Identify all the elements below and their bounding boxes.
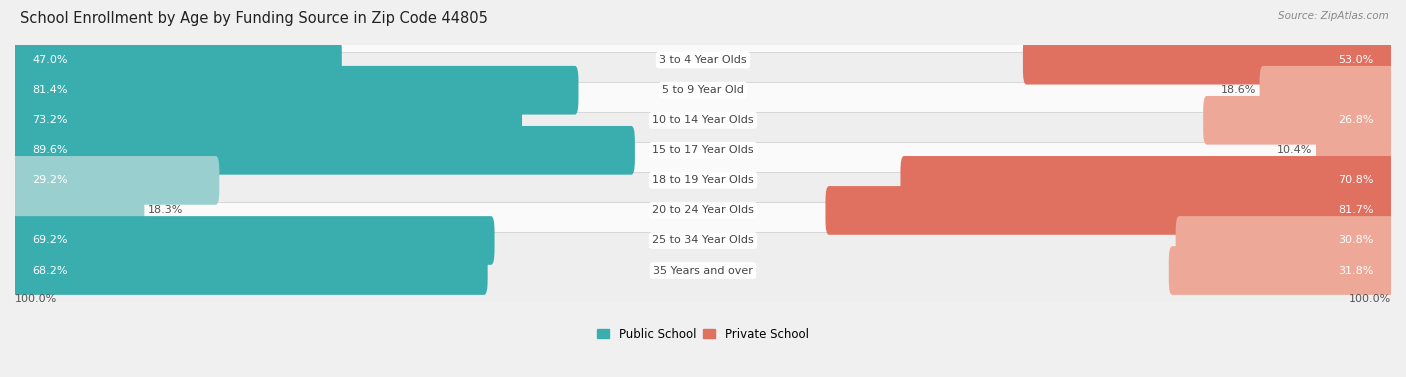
- Text: Source: ZipAtlas.com: Source: ZipAtlas.com: [1278, 11, 1389, 21]
- Text: 29.2%: 29.2%: [32, 175, 67, 185]
- FancyBboxPatch shape: [825, 186, 1395, 235]
- Legend: Public School, Private School: Public School, Private School: [598, 328, 808, 341]
- FancyBboxPatch shape: [900, 156, 1395, 205]
- Text: 5 to 9 Year Old: 5 to 9 Year Old: [662, 85, 744, 95]
- FancyBboxPatch shape: [1260, 66, 1395, 115]
- FancyBboxPatch shape: [1024, 36, 1395, 84]
- FancyBboxPatch shape: [10, 83, 1396, 158]
- FancyBboxPatch shape: [10, 52, 1396, 128]
- Text: 26.8%: 26.8%: [1339, 115, 1374, 125]
- FancyBboxPatch shape: [10, 173, 1396, 248]
- FancyBboxPatch shape: [1204, 96, 1395, 145]
- FancyBboxPatch shape: [10, 22, 1396, 98]
- FancyBboxPatch shape: [10, 143, 1396, 218]
- Text: 53.0%: 53.0%: [1339, 55, 1374, 65]
- Text: 18.6%: 18.6%: [1220, 85, 1256, 95]
- FancyBboxPatch shape: [10, 202, 1396, 278]
- Text: 81.4%: 81.4%: [32, 85, 67, 95]
- Text: 10 to 14 Year Olds: 10 to 14 Year Olds: [652, 115, 754, 125]
- FancyBboxPatch shape: [11, 186, 145, 235]
- FancyBboxPatch shape: [11, 126, 636, 175]
- Text: School Enrollment by Age by Funding Source in Zip Code 44805: School Enrollment by Age by Funding Sour…: [20, 11, 488, 26]
- FancyBboxPatch shape: [1168, 246, 1395, 295]
- FancyBboxPatch shape: [10, 233, 1396, 308]
- Text: 31.8%: 31.8%: [1339, 265, 1374, 276]
- Text: 10.4%: 10.4%: [1277, 145, 1313, 155]
- FancyBboxPatch shape: [10, 112, 1396, 188]
- FancyBboxPatch shape: [11, 216, 495, 265]
- Text: 15 to 17 Year Olds: 15 to 17 Year Olds: [652, 145, 754, 155]
- Text: 25 to 34 Year Olds: 25 to 34 Year Olds: [652, 236, 754, 245]
- FancyBboxPatch shape: [11, 96, 522, 145]
- Text: 89.6%: 89.6%: [32, 145, 67, 155]
- Text: 69.2%: 69.2%: [32, 236, 67, 245]
- Text: 70.8%: 70.8%: [1339, 175, 1374, 185]
- Text: 3 to 4 Year Olds: 3 to 4 Year Olds: [659, 55, 747, 65]
- Text: 100.0%: 100.0%: [15, 294, 58, 304]
- Text: 47.0%: 47.0%: [32, 55, 67, 65]
- Text: 18 to 19 Year Olds: 18 to 19 Year Olds: [652, 175, 754, 185]
- Text: 100.0%: 100.0%: [1348, 294, 1391, 304]
- Text: 81.7%: 81.7%: [1339, 205, 1374, 215]
- Text: 30.8%: 30.8%: [1339, 236, 1374, 245]
- FancyBboxPatch shape: [11, 36, 342, 84]
- FancyBboxPatch shape: [11, 66, 578, 115]
- FancyBboxPatch shape: [1175, 216, 1395, 265]
- FancyBboxPatch shape: [11, 246, 488, 295]
- Text: 73.2%: 73.2%: [32, 115, 67, 125]
- FancyBboxPatch shape: [11, 156, 219, 205]
- Text: 18.3%: 18.3%: [148, 205, 183, 215]
- Text: 68.2%: 68.2%: [32, 265, 67, 276]
- Text: 20 to 24 Year Olds: 20 to 24 Year Olds: [652, 205, 754, 215]
- Text: 35 Years and over: 35 Years and over: [652, 265, 754, 276]
- FancyBboxPatch shape: [1316, 126, 1395, 175]
